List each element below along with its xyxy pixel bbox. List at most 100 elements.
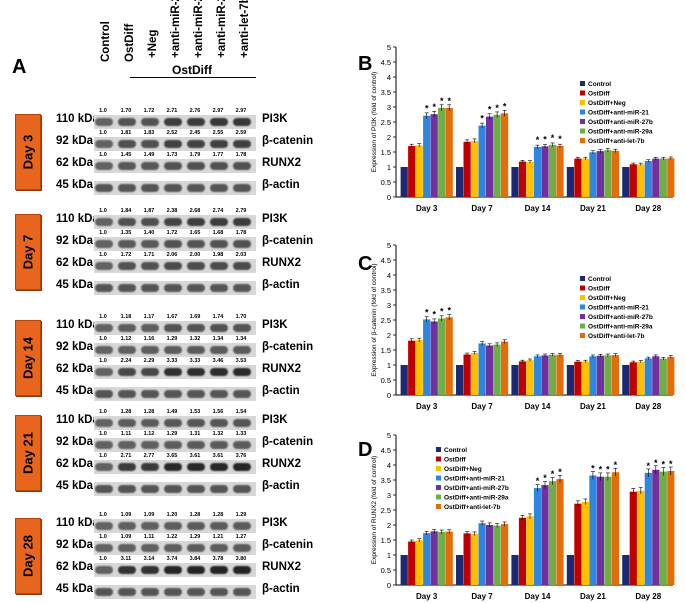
bar <box>541 485 549 585</box>
y-tick-label: 1 <box>387 551 391 560</box>
blot-strip <box>94 541 256 555</box>
quant-value: 2.74 <box>212 208 224 214</box>
quantification-row: 1.0 2.71 2.77 3.65 3.61 3.61 3.76 <box>94 453 256 461</box>
quant-value: 1.83 <box>143 130 155 136</box>
protein-label: β-actin <box>262 385 300 397</box>
bar <box>445 317 453 395</box>
blot-band <box>187 544 205 552</box>
bar <box>478 343 486 395</box>
quant-value: 1.74 <box>212 314 224 320</box>
bar <box>596 355 604 395</box>
quant-value: 2.71 <box>120 453 132 459</box>
significance-star: * <box>536 135 540 145</box>
blot-band <box>164 588 182 596</box>
bar <box>526 360 534 395</box>
kda-label: 92 kDa <box>56 436 94 448</box>
quant-value: 1.69 <box>189 314 201 320</box>
significance-star: * <box>662 460 666 470</box>
x-tick-label: Day 3 <box>416 204 438 213</box>
bar <box>667 356 675 395</box>
kda-label: 62 kDa <box>56 561 94 573</box>
protein-label: RUNX2 <box>262 363 301 375</box>
y-tick-label: 0.5 <box>381 566 391 575</box>
blot-strip <box>94 343 256 357</box>
blot-band <box>210 485 228 493</box>
y-tick-label: 0 <box>387 581 391 590</box>
blot-band <box>141 485 159 493</box>
kda-label: 45 kDa <box>56 179 94 191</box>
significance-star: * <box>447 96 451 106</box>
blot-band <box>164 346 182 354</box>
quantification-row: 1.0 1.35 1.40 1.72 1.65 1.68 1.78 <box>94 230 256 238</box>
quant-value: 1.40 <box>143 230 155 236</box>
blot-band <box>95 390 113 398</box>
blot-band <box>118 284 136 292</box>
bar <box>533 488 542 585</box>
protein-label: β-catenin <box>262 539 314 551</box>
kda-label: 92 kDa <box>56 235 94 247</box>
significance-star: * <box>606 465 610 475</box>
x-tick-label: Day 14 <box>525 592 551 601</box>
quant-value: 3.76 <box>235 453 247 459</box>
quant-value: 1.70 <box>235 314 247 320</box>
legend-label: OstDiff+anti-miR-21 <box>588 305 649 312</box>
protein-label: β-actin <box>262 179 300 191</box>
quant-value: 1.27 <box>235 534 247 540</box>
quant-value: 1.0 <box>99 252 107 258</box>
significance-star: * <box>614 460 618 470</box>
blot-band <box>233 588 251 596</box>
bar <box>667 471 675 585</box>
bar <box>400 167 408 197</box>
legend-label: Control <box>588 276 611 283</box>
bar <box>408 340 416 395</box>
legend-swatch <box>580 276 585 281</box>
quantification-row: 1.0 1.18 1.17 1.67 1.69 1.74 1.70 <box>94 314 256 322</box>
significance-star: * <box>480 114 484 124</box>
blot-band <box>164 218 182 226</box>
blot-band <box>118 240 136 248</box>
blot-band <box>210 390 228 398</box>
bar <box>400 365 408 395</box>
blot-band <box>95 284 113 292</box>
blot-band <box>164 419 182 427</box>
bar <box>659 358 667 395</box>
blot-strip <box>94 321 256 335</box>
bar <box>566 365 574 395</box>
blot-band <box>233 566 251 574</box>
blot-band <box>95 566 113 574</box>
quant-value: 1.29 <box>189 534 201 540</box>
bar <box>493 525 501 585</box>
protein-label: β-catenin <box>262 135 314 147</box>
bar <box>659 471 667 585</box>
quant-value: 1.54 <box>235 409 247 415</box>
panel-letter: C <box>358 253 372 275</box>
quant-value: 2.06 <box>166 252 178 258</box>
quant-value: 1.72 <box>166 230 178 236</box>
significance-star: * <box>447 305 451 315</box>
quant-value: 1.20 <box>166 512 178 518</box>
quant-value: 1.0 <box>99 130 107 136</box>
x-tick-label: Day 21 <box>580 204 606 213</box>
quant-value: 3.14 <box>143 556 155 562</box>
significance-star: * <box>551 469 555 479</box>
blot-band <box>187 262 205 270</box>
blot-band <box>95 240 113 248</box>
blot-strip <box>94 416 256 430</box>
significance-star: * <box>495 103 499 113</box>
x-tick-label: Day 3 <box>416 592 438 601</box>
bar <box>511 167 519 197</box>
blot-band <box>118 324 136 332</box>
blot-band <box>233 184 251 192</box>
quant-value: 3.74 <box>166 556 178 562</box>
bar <box>574 361 582 395</box>
quant-value: 1.28 <box>120 409 132 415</box>
quant-value: 1.0 <box>99 453 107 459</box>
lane-label: +anti-miR-29a <box>216 0 228 58</box>
quant-value: 1.34 <box>235 336 247 342</box>
blot-band <box>233 522 251 530</box>
day-tab-label: Day 21 <box>20 432 36 474</box>
y-tick-label: 2 <box>387 133 391 142</box>
bar <box>463 533 471 585</box>
y-tick-label: 3.5 <box>381 286 391 295</box>
bar <box>471 533 479 585</box>
